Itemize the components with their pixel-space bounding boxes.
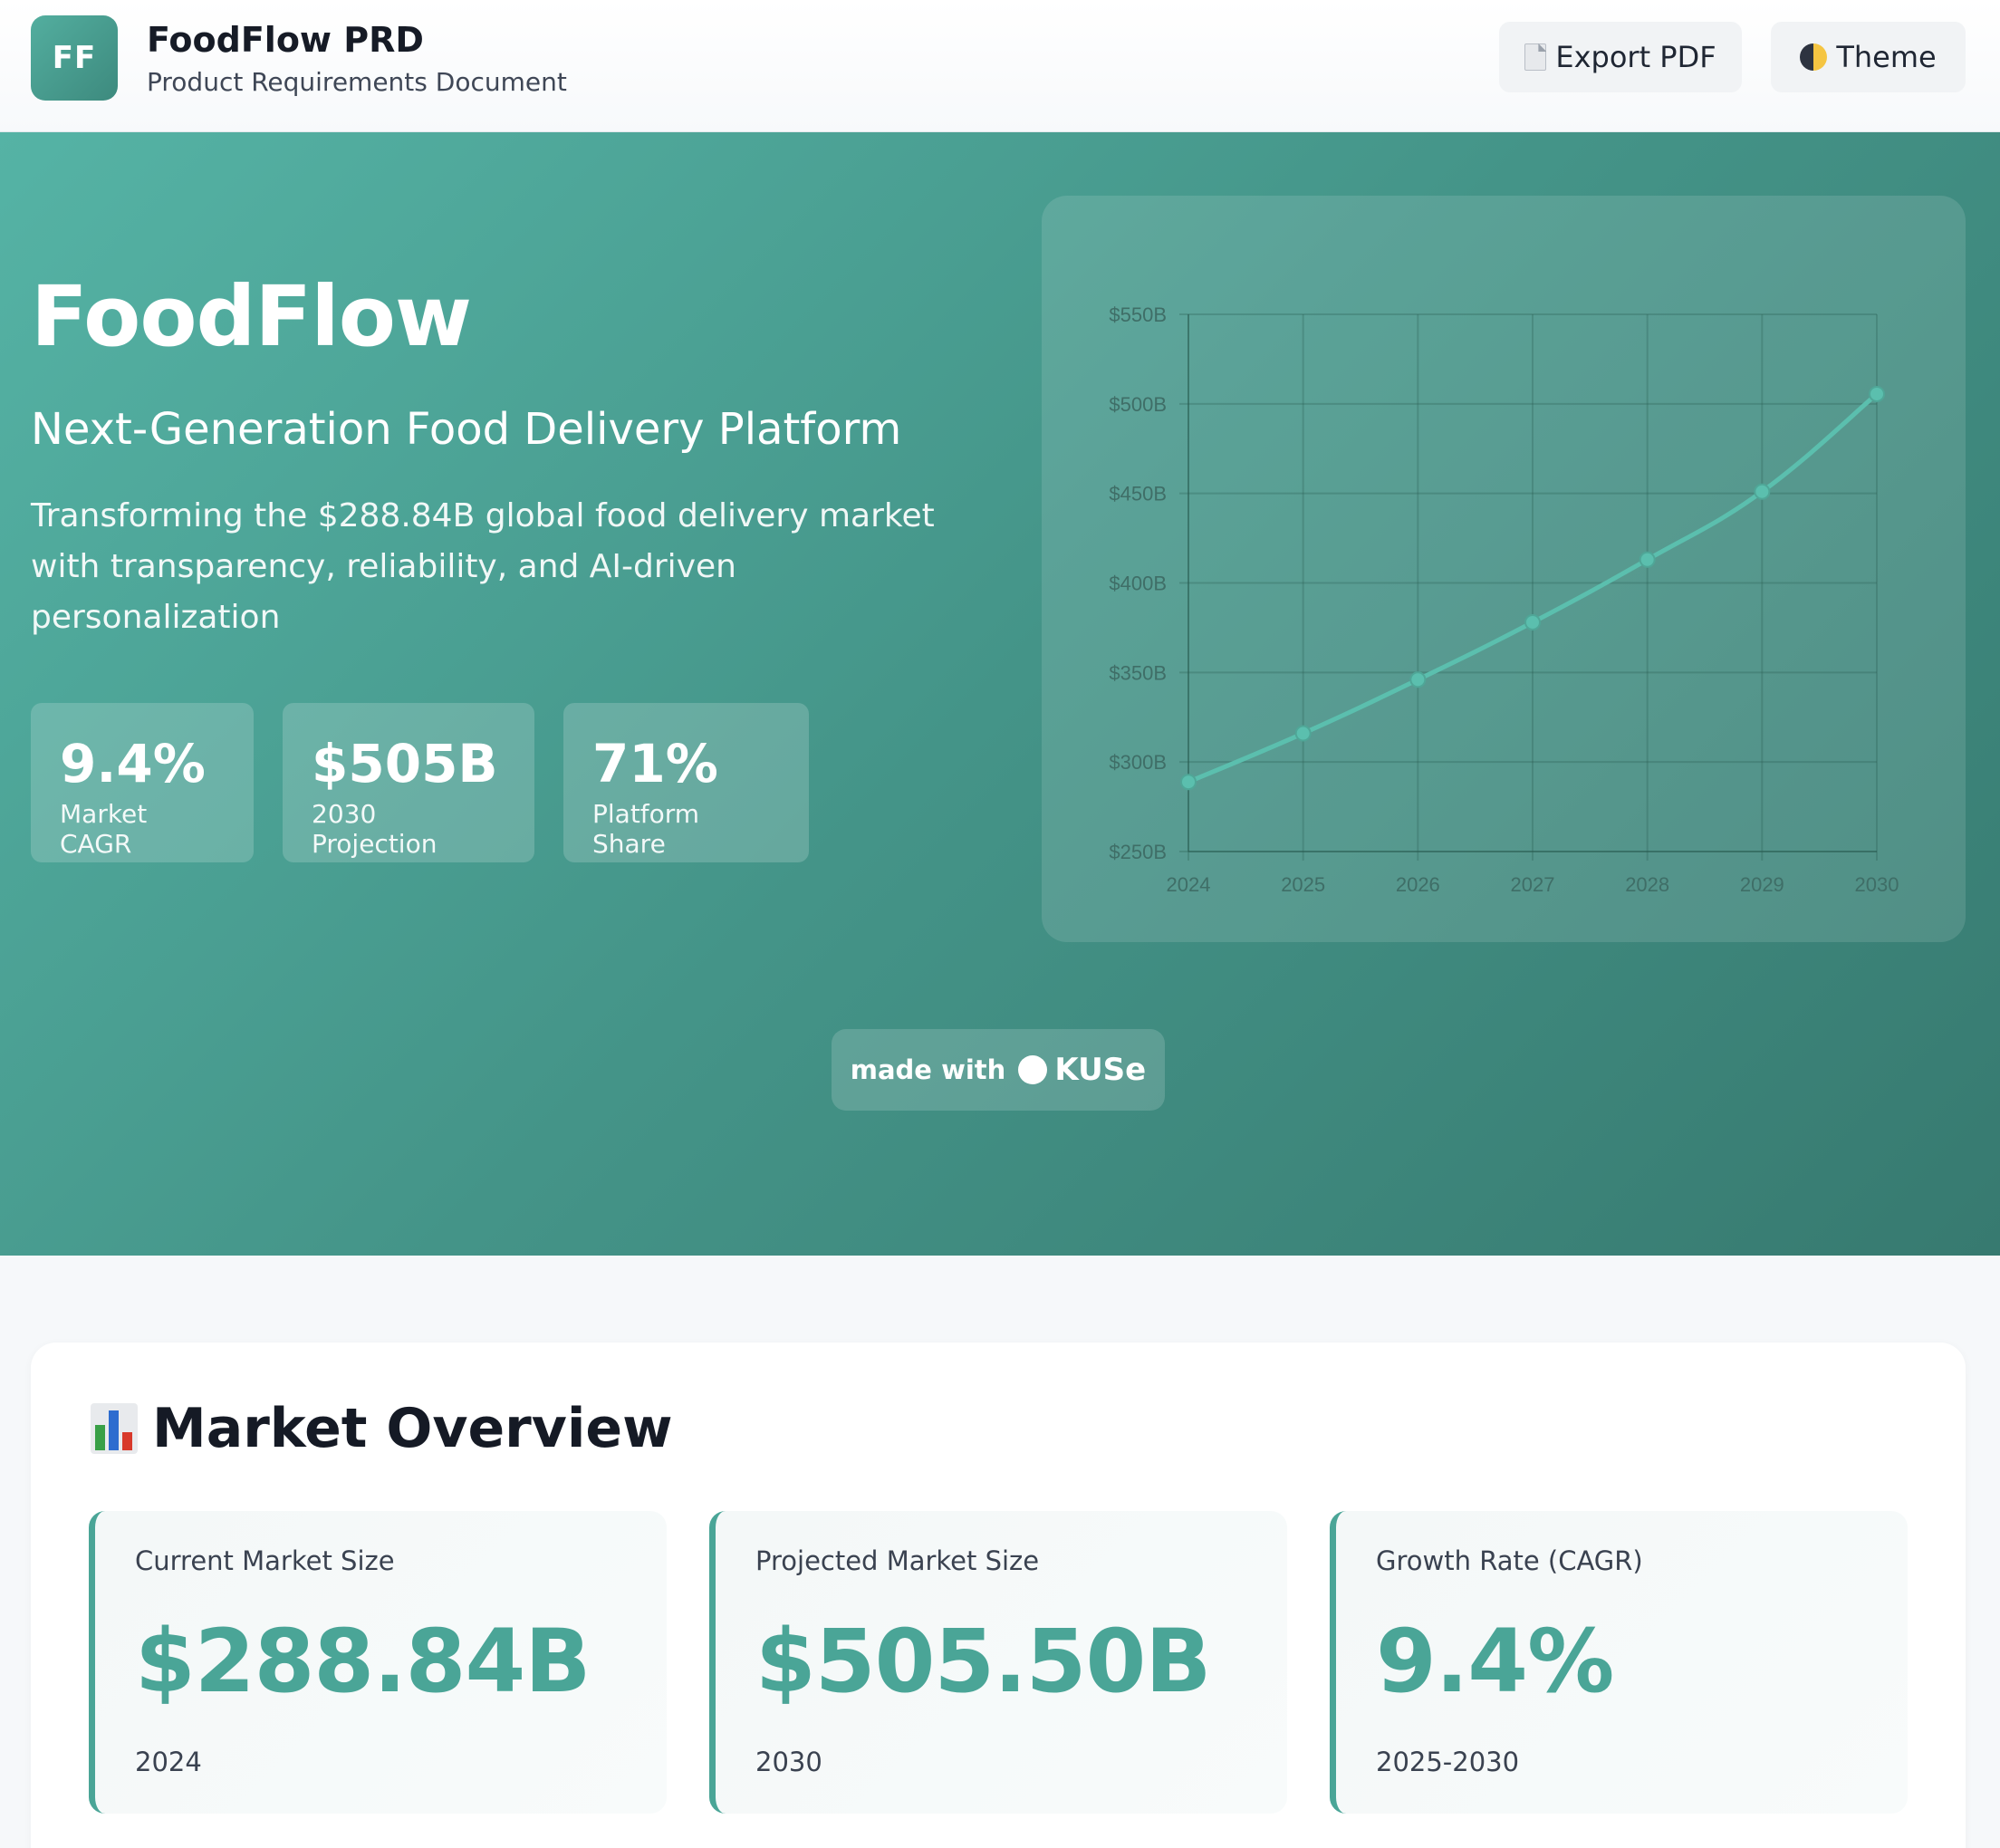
x-tick-label: 2029 [1740,873,1784,896]
y-tick-label: $550B [1109,303,1167,326]
stat-card-projection: $505B 2030 Projection [283,703,534,862]
half-moon-icon [1800,43,1828,71]
y-tick-label: $500B [1109,393,1167,416]
kuse-logo-icon [1018,1055,1048,1084]
x-tick-label: 2027 [1511,873,1555,896]
y-tick-label: $250B [1109,841,1167,863]
market-card-label: Growth Rate (CAGR) [1376,1545,1643,1576]
hero-title: FoodFlow [31,268,472,365]
made-with-label: made with [850,1054,1006,1085]
kuse-brand: KUSe [1054,1052,1147,1088]
y-tick-label: $300B [1109,751,1167,774]
x-tick-label: 2030 [1855,873,1899,896]
data-point [1639,551,1656,568]
market-card-note: 2025-2030 [1376,1747,1520,1777]
stat-value: 9.4% [60,733,206,794]
y-tick-label: $350B [1109,661,1167,684]
stat-card-platform-share: 71% Platform Share [563,703,809,862]
export-pdf-button[interactable]: Export PDF [1499,22,1742,92]
market-card-current: Current Market Size $288.84B 2024 [89,1511,667,1814]
market-card-projected: Projected Market Size $505.50B 2030 [709,1511,1287,1814]
data-point [1524,613,1541,630]
theme-label: Theme [1836,40,1937,74]
x-tick-label: 2026 [1396,873,1440,896]
stat-value: 71% [592,733,718,794]
market-overview-section: Market Overview Current Market Size $288… [31,1343,1966,1848]
stat-label: Market CAGR [60,799,148,859]
app-logo: FF [31,15,118,101]
y-tick-label: $450B [1109,483,1167,505]
market-growth-chart-card: $250B $300B $350B $400B $450B $500B $550B 2024 2… [1042,196,1966,942]
x-tick-label: 2025 [1281,873,1325,896]
market-card-label: Current Market Size [135,1545,395,1576]
top-header: FF FoodFlow PRD Product Requirements Doc… [0,0,2000,132]
hero-subtitle: Next-Generation Food Delivery Platform [31,404,902,455]
hero-description: Transforming the $288.84B global food de… [31,497,935,636]
stat-label: Platform Share [592,799,700,859]
market-card-cagr: Growth Rate (CAGR) 9.4% 2025-2030 [1330,1511,1908,1814]
stat-label: 2030 Projection [312,799,438,859]
app-title: FoodFlow PRD [147,20,424,60]
section-title-text: Market Overview [152,1397,673,1460]
data-point [1869,385,1885,402]
bar-chart-icon [91,1403,138,1454]
market-growth-chart: $250B $300B $350B $400B $450B $500B $550B 2024 2… [1109,303,1899,896]
market-card-note: 2030 [755,1747,822,1777]
market-card-value: $288.84B [135,1611,591,1712]
data-point [1754,483,1771,500]
theme-toggle-button[interactable]: Theme [1771,22,1966,92]
made-with-badge[interactable]: made with KUSe [832,1029,1165,1111]
market-card-value: $505.50B [755,1611,1211,1712]
document-icon [1524,43,1547,71]
app-subtitle: Product Requirements Document [147,67,567,97]
market-card-value: 9.4% [1376,1611,1614,1712]
data-point [1180,774,1197,791]
section-title: Market Overview [91,1397,673,1460]
hero-section: FoodFlow Next-Generation Food Delivery P… [0,132,2000,1256]
x-tick-label: 2024 [1167,873,1211,896]
data-point [1409,671,1427,688]
export-pdf-label: Export PDF [1555,40,1716,74]
y-tick-label: $400B [1109,573,1167,595]
stat-card-cagr: 9.4% Market CAGR [31,703,254,862]
market-card-label: Projected Market Size [755,1545,1040,1576]
data-point [1294,725,1312,742]
x-tick-label: 2028 [1625,873,1669,896]
stat-value: $505B [312,733,498,794]
market-card-note: 2024 [135,1747,202,1777]
